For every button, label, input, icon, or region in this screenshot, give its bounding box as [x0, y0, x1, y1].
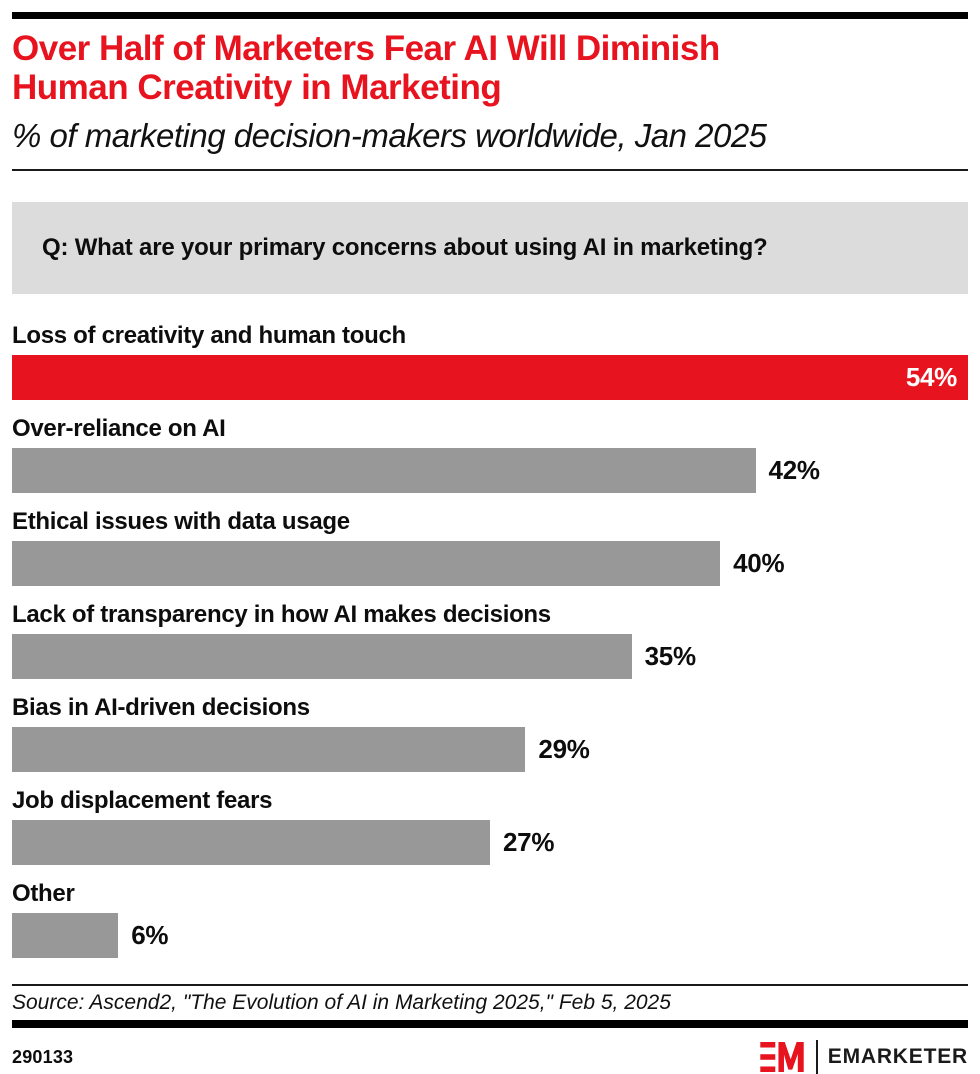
bar-track: 29% — [12, 727, 968, 772]
bar-row: Bias in AI-driven decisions 29% — [12, 695, 968, 772]
chart-title-line2: Human Creativity in Marketing — [12, 68, 502, 107]
top-divider-bar — [12, 12, 968, 19]
bar-value-label: 54% — [905, 362, 957, 392]
bar — [12, 448, 756, 493]
bar-label: Job displacement fears — [12, 787, 273, 814]
bar-label: Lack of transparency in how AI makes dec… — [12, 601, 551, 628]
bar-track: 35% — [12, 634, 968, 679]
bar-label: Loss of creativity and human touch — [12, 322, 406, 349]
logo-divider — [815, 1040, 818, 1074]
bar-value-label: 6% — [131, 920, 169, 950]
emarketer-logo: EMARKETER — [760, 1040, 968, 1074]
source-divider — [12, 984, 968, 986]
bar-track: 42% — [12, 448, 968, 493]
bar-track: 27% — [12, 820, 968, 865]
footer: 290133 EMARKETER — [12, 1040, 968, 1074]
bar-label: Ethical issues with data usage — [12, 508, 350, 535]
brand-wordmark: EMARKETER — [827, 1045, 968, 1068]
em-logo-icon — [760, 1042, 804, 1072]
chart-title: Over Half of Marketers Fear AI Will Dimi… — [12, 29, 968, 107]
bar-track: 54% — [12, 355, 968, 400]
bar-row: Other 6% — [12, 881, 968, 958]
bar-value-label: 42% — [768, 455, 820, 485]
bar — [12, 541, 721, 586]
bar-label: Over-reliance on AI — [12, 415, 226, 442]
chart-subtitle: % of marketing decision-makers worldwide… — [12, 117, 767, 154]
bar-track: 40% — [12, 541, 968, 586]
bar-highlighted: 54% — [12, 355, 968, 400]
bar-label: Bias in AI-driven decisions — [12, 694, 310, 721]
bar — [12, 820, 490, 865]
bar-value-label: 27% — [503, 827, 555, 857]
bar-row: Loss of creativity and human touch 54% — [12, 323, 968, 400]
chart-title-line1: Over Half of Marketers Fear AI Will Dimi… — [12, 29, 720, 68]
question-text: Q: What are your primary concerns about … — [42, 234, 768, 261]
footer-divider-bar — [12, 1020, 968, 1028]
bar-value-label: 35% — [644, 641, 696, 671]
bar-value-label: 29% — [538, 734, 590, 764]
bar-row: Over-reliance on AI 42% — [12, 416, 968, 493]
bar-track: 6% — [12, 913, 968, 958]
bar — [12, 913, 119, 958]
header-divider — [12, 169, 968, 171]
bar-row: Ethical issues with data usage 40% — [12, 509, 968, 586]
bar — [12, 727, 526, 772]
bar-row: Lack of transparency in how AI makes dec… — [12, 602, 968, 679]
bar — [12, 634, 632, 679]
bar-label: Other — [12, 880, 75, 907]
question-box: Q: What are your primary concerns about … — [12, 202, 968, 294]
chart-id: 290133 — [12, 1046, 74, 1067]
bar-value-label: 40% — [733, 548, 785, 578]
bar-row: Job displacement fears 27% — [12, 788, 968, 865]
source-text: Source: Ascend2, "The Evolution of AI in… — [12, 991, 671, 1014]
bar-chart: Loss of creativity and human touch 54% Ove… — [12, 323, 968, 958]
